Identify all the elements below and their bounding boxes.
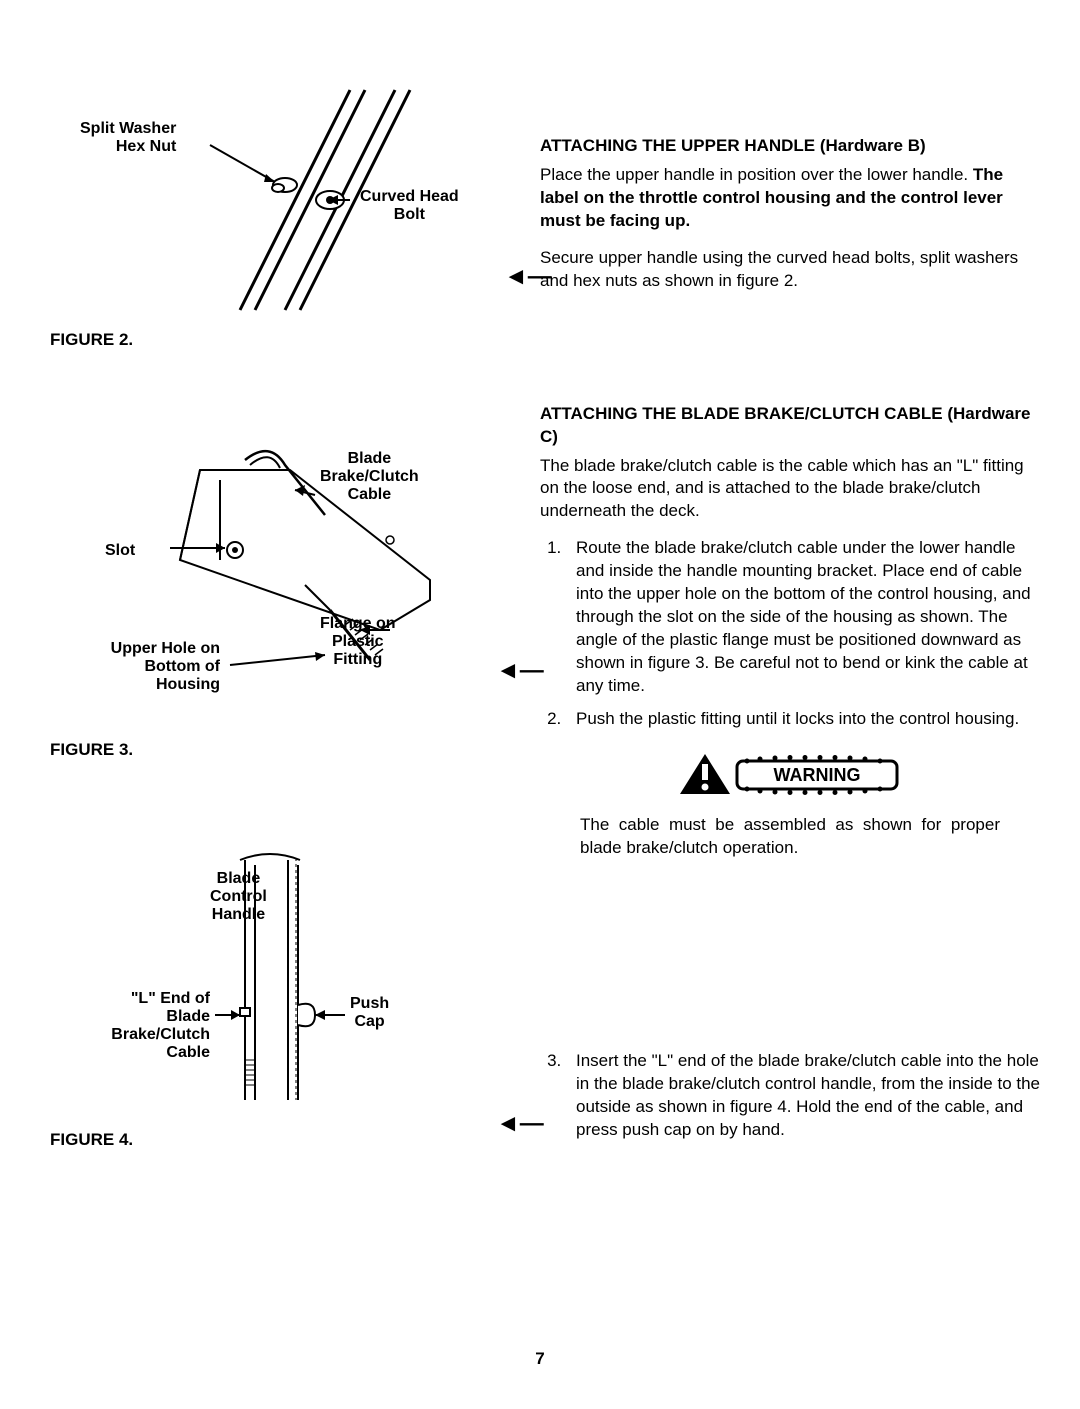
bbc-step-3-text: Insert the "L" end of the blade brake/cl…	[576, 1051, 1040, 1139]
bbc-step-3: ◄— Insert the "L" end of the blade brake…	[566, 1050, 1040, 1142]
fig4-label-push: Push	[350, 995, 389, 1013]
fig3-label-flange-on: Flange on	[320, 615, 396, 633]
arrow-icon: ◄—	[496, 655, 544, 687]
arrow-icon: ◄—	[496, 1108, 544, 1140]
fig3-label-fitting: Fitting	[320, 651, 396, 669]
fig4-label-cable: Cable	[65, 1044, 210, 1062]
fig2-label-bolt: Bolt	[360, 206, 459, 224]
page-number: 7	[0, 1349, 1080, 1369]
fig4-label-blade: Blade	[210, 870, 267, 888]
right-column: ATTACHING THE UPPER HANDLE (Hardware B) …	[540, 60, 1040, 1230]
upper-handle-p1: Place the upper handle in position over …	[540, 164, 1040, 233]
upper-handle-p2: ◄— Secure upper handle using the curved …	[540, 247, 1040, 293]
fig3-label-cable: Cable	[320, 486, 419, 504]
fig4-label-bbc: Blade Brake/Clutch	[65, 1008, 210, 1044]
figure-4-caption: FIGURE 4.	[50, 1130, 510, 1150]
section-bbc-cable: ATTACHING THE BLADE BRAKE/CLUTCH CABLE (…	[540, 403, 1040, 1142]
upper-handle-p2-text: Secure upper handle using the curved hea…	[540, 248, 1018, 290]
bbc-steps-list: ◄— Route the blade brake/clutch cable un…	[540, 537, 1040, 731]
section-upper-handle: ATTACHING THE UPPER HANDLE (Hardware B) …	[540, 135, 1040, 293]
bbc-intro: The blade brake/clutch cable is the cabl…	[540, 455, 1040, 524]
bbc-step-2: Push the plastic fitting until it locks …	[566, 708, 1040, 731]
figure-3: Blade Brake/Clutch Cable Slot Flange on …	[50, 430, 510, 760]
figure-3-caption: FIGURE 3.	[50, 740, 510, 760]
figure-2: Split Washer Hex Nut Curved Head Bolt FI…	[50, 60, 510, 350]
warning-label-text: WARNING	[774, 765, 861, 785]
fig3-label-bottom-of: Bottom of	[80, 658, 220, 676]
heading-bbc-cable: ATTACHING THE BLADE BRAKE/CLUTCH CABLE (…	[540, 403, 1040, 449]
fig2-label-curved-head: Curved Head	[360, 188, 459, 206]
bbc-step-1: ◄— Route the blade brake/clutch cable un…	[566, 537, 1040, 698]
warning-icon: WARNING	[675, 749, 905, 799]
fig4-label-control: Control	[210, 888, 267, 906]
fig4-label-l-end: "L" End of	[65, 990, 210, 1008]
fig3-label-blade: Blade	[320, 450, 419, 468]
fig2-label-hex-nut: Hex Nut	[80, 138, 176, 156]
figure-4-illustration	[90, 840, 470, 1110]
fig3-label-plastic: Plastic	[320, 633, 396, 651]
bbc-step-1-text: Route the blade brake/clutch cable under…	[576, 538, 1031, 695]
fig2-label-split-washer: Split Washer	[80, 120, 176, 138]
figure-2-caption: FIGURE 2.	[50, 330, 510, 350]
left-column: Split Washer Hex Nut Curved Head Bolt FI…	[50, 60, 510, 1230]
upper-handle-p1a: Place the upper handle in position over …	[540, 165, 973, 184]
fig3-label-upper-hole: Upper Hole on	[80, 640, 220, 658]
arrow-icon: ◄—	[504, 261, 552, 293]
warning-text: The cable must be assembled as shown for…	[540, 814, 1040, 860]
figure-4: Blade Control Handle "L" End of Blade Br…	[50, 840, 510, 1150]
heading-upper-handle: ATTACHING THE UPPER HANDLE (Hardware B)	[540, 135, 1040, 158]
fig3-label-brake-clutch: Brake/Clutch	[320, 468, 419, 486]
fig3-label-slot: Slot	[105, 542, 135, 560]
fig4-label-handle: Handle	[210, 906, 267, 924]
warning-block: WARNING	[540, 749, 1040, 804]
fig3-label-housing: Housing	[80, 676, 220, 694]
fig4-label-cap: Cap	[350, 1013, 389, 1031]
bbc-steps-list-2: ◄— Insert the "L" end of the blade brake…	[540, 1050, 1040, 1142]
